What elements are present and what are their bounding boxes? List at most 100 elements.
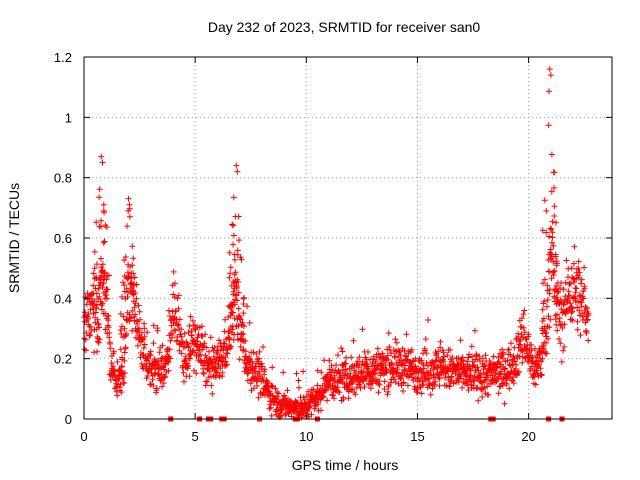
data-point — [449, 354, 456, 361]
data-point — [571, 243, 578, 250]
data-point — [216, 372, 223, 379]
data-point — [543, 207, 550, 214]
data-point — [504, 357, 511, 364]
data-point — [564, 297, 571, 304]
data-point — [465, 387, 472, 393]
data-point — [161, 374, 168, 381]
data-point — [525, 331, 532, 338]
data-point — [130, 255, 137, 262]
data-point — [169, 331, 176, 338]
data-point — [357, 385, 364, 392]
y-tick-label: 0.6 — [54, 231, 72, 246]
data-point — [230, 194, 237, 201]
data-point — [101, 209, 108, 216]
data-point — [502, 365, 509, 372]
data-point — [446, 382, 453, 389]
data-point — [551, 267, 558, 274]
data-point — [242, 348, 249, 355]
data-point — [222, 358, 229, 365]
data-point — [300, 368, 307, 375]
data-point — [481, 384, 488, 391]
data-point — [360, 368, 367, 375]
data-point — [580, 288, 587, 294]
data-point — [404, 382, 411, 389]
data-point — [477, 358, 483, 365]
data-point — [544, 303, 550, 310]
data-point — [102, 222, 109, 229]
data-point — [166, 346, 173, 353]
data-point — [455, 355, 462, 362]
data-point — [117, 381, 124, 388]
data-point — [261, 371, 268, 378]
data-point — [111, 368, 118, 375]
data-point — [96, 324, 103, 331]
data-point — [166, 313, 173, 320]
data-point — [545, 335, 551, 342]
data-point — [398, 375, 404, 382]
data-point — [174, 295, 181, 302]
data-point — [353, 368, 359, 375]
data-point — [235, 322, 242, 329]
data-point — [209, 390, 216, 397]
data-point — [154, 327, 161, 334]
data-point — [296, 384, 302, 391]
data-point — [457, 337, 464, 344]
data-point — [551, 288, 558, 295]
data-point — [343, 354, 350, 361]
data-point — [543, 229, 550, 236]
data-point — [304, 408, 311, 415]
data-point — [117, 327, 124, 334]
data-point — [496, 371, 503, 378]
data-point — [295, 377, 302, 384]
data-point — [88, 328, 95, 334]
data-point — [233, 162, 240, 169]
data-point — [561, 321, 568, 328]
data-point — [574, 318, 581, 325]
data-point — [496, 383, 503, 390]
data-point — [167, 355, 174, 362]
data-point — [529, 358, 536, 365]
data-point — [135, 326, 142, 333]
data-point — [352, 391, 359, 398]
data-point — [342, 366, 349, 373]
data-point — [367, 385, 374, 392]
data-point — [129, 307, 136, 314]
data-point — [437, 344, 444, 351]
data-point — [96, 223, 103, 230]
data-point — [128, 314, 134, 321]
data-point — [578, 280, 584, 287]
data-point — [172, 280, 178, 287]
data-point — [153, 385, 160, 392]
data-point — [203, 344, 210, 351]
data-point — [91, 275, 98, 282]
data-point — [314, 382, 321, 389]
data-point — [481, 363, 488, 370]
data-point — [475, 397, 482, 404]
data-point — [419, 378, 426, 385]
data-point — [479, 394, 486, 400]
data-point — [553, 283, 560, 289]
data-point — [244, 370, 251, 377]
data-point — [569, 305, 576, 312]
data-point — [329, 391, 336, 398]
data-point — [219, 369, 226, 376]
data-point — [551, 169, 558, 176]
data-point — [195, 331, 202, 338]
data-point — [511, 358, 518, 365]
data-point — [147, 348, 154, 355]
data-point — [359, 358, 366, 365]
data-point — [205, 365, 212, 372]
data-point — [150, 382, 157, 389]
data-point — [528, 342, 535, 348]
data-point — [186, 323, 193, 329]
x-tick-label: 15 — [410, 429, 424, 444]
data-point — [94, 316, 101, 323]
y-tick-label: 1 — [65, 110, 72, 125]
data-point — [226, 249, 233, 256]
data-point — [403, 331, 410, 338]
data-point — [528, 347, 535, 354]
data-point — [548, 239, 555, 246]
data-point — [226, 274, 233, 281]
data-point — [150, 340, 157, 347]
data-point — [495, 390, 502, 397]
